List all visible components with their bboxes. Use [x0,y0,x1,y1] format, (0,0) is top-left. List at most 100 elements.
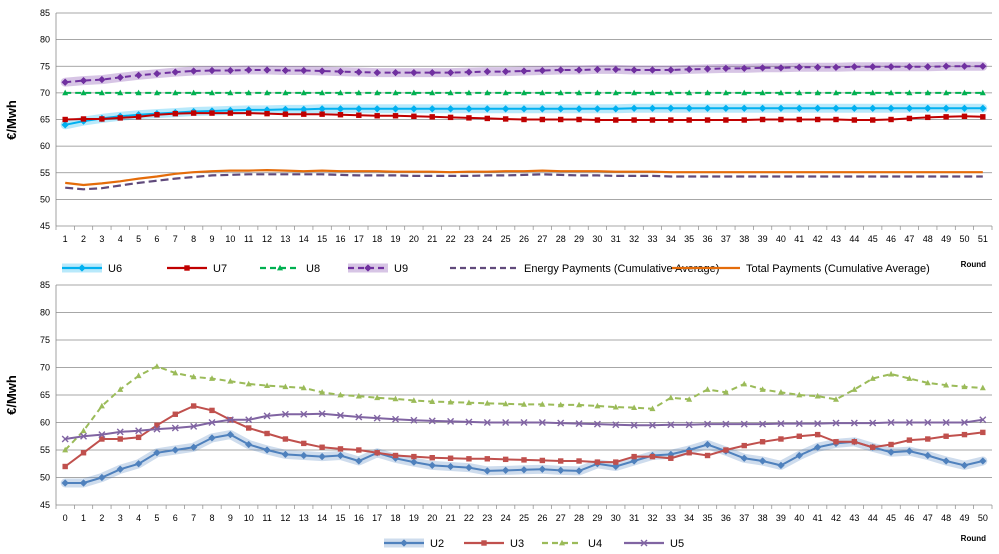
data-point [667,89,674,96]
x-tick-label: 44 [849,234,859,244]
x-tick-label: 3 [99,234,104,244]
data-point [483,467,492,475]
x-mark-stroke [612,421,620,429]
data-point [62,116,68,123]
x-tick-label: 14 [317,513,327,523]
data-point [391,68,400,77]
data-point [263,412,271,420]
x-tick-label: 43 [849,513,859,523]
x-mark-stroke [428,417,436,425]
data-point [833,396,839,402]
data-point [355,105,363,113]
data-point [777,104,785,113]
x-mark-stroke [905,419,913,426]
data-point [134,459,143,468]
x-tick-label: 20 [427,513,437,523]
x-mark-stroke [869,419,877,427]
legend-label: U4 [588,538,602,550]
y-tick-label: 60 [40,141,50,151]
x-mark-stroke [226,416,234,424]
data-point [61,479,69,487]
legend-marker [559,539,565,546]
data-point [740,104,748,113]
data-point [429,89,436,96]
data-point [759,89,766,96]
data-point [319,389,326,395]
data-point [593,105,602,113]
data-point [79,479,88,487]
data-point [575,467,583,475]
data-point [924,89,931,96]
data-point [538,419,546,426]
y-tick-label: 80 [40,35,50,45]
data-point [208,66,216,75]
data-point [521,89,527,96]
data-point [686,89,693,96]
x-tick-label: 23 [464,234,474,244]
data-point [190,403,197,409]
x-axis-label: Round [961,260,986,269]
legend-label: U5 [670,538,684,550]
series-u7 [62,110,986,123]
data-point [466,115,472,121]
series-u4 [62,363,986,453]
data-point [62,463,68,470]
data-point [171,68,180,76]
data-point [154,112,160,118]
data-point [832,104,840,113]
x-tick-label: 48 [941,513,951,523]
x-tick-label: 11 [262,513,271,523]
data-point [245,89,252,96]
x-mark-stroke [80,432,88,440]
data-point [447,89,454,96]
data-point [208,434,216,442]
legend-marker [400,539,408,547]
x-tick-label: 30 [611,513,621,523]
data-point [888,441,894,448]
data-point [906,115,913,122]
y-tick-label: 50 [40,473,50,483]
data-point [758,457,767,465]
data-point [851,89,858,96]
legend-marker [640,539,648,547]
data-point [612,105,620,113]
x-tick-label: 46 [886,234,896,244]
data-point [832,63,840,72]
x-tick-label: 19 [409,513,419,523]
data-point [465,105,473,113]
data-point [539,89,546,96]
x-tick-label: 38 [758,513,768,523]
x-mark-stroke [704,420,712,428]
data-point [961,89,968,96]
x-tick-label: 17 [372,513,382,523]
data-point [428,417,436,425]
data-point [172,369,179,376]
data-point [576,401,583,408]
data-point [668,117,674,123]
legend-marker [277,264,283,271]
series-line [65,168,983,187]
x-tick-label: 47 [904,234,914,244]
data-point [300,410,308,418]
data-point [851,439,858,445]
data-point [355,89,362,96]
y-tick-label: 55 [40,168,50,178]
data-point [905,419,913,426]
data-point [263,66,271,74]
data-point [281,66,290,75]
legend-label: U9 [394,263,408,275]
data-point [447,417,455,425]
x-mark-stroke [538,419,546,426]
data-point [556,466,565,475]
data-point [244,440,253,449]
data-point [428,461,436,470]
data-point [80,427,87,434]
data-point [649,405,656,412]
x-tick-label: 45 [868,234,878,244]
data-point [465,89,472,96]
x-tick-label: 15 [335,513,345,523]
data-point [154,422,160,428]
x-tick-label: 16 [354,513,364,523]
data-point [924,104,932,113]
